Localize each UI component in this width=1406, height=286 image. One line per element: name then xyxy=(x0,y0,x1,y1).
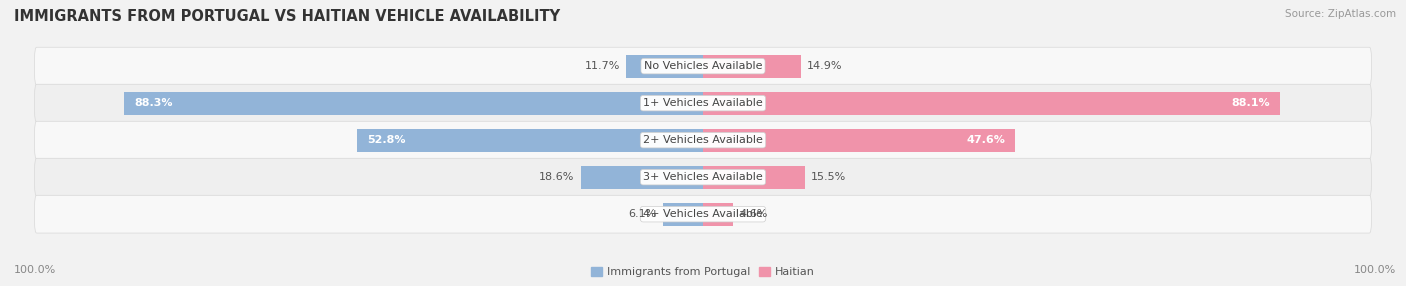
Bar xyxy=(664,203,703,226)
FancyBboxPatch shape xyxy=(35,47,1371,85)
Bar xyxy=(125,92,703,115)
Bar xyxy=(357,129,703,152)
Text: IMMIGRANTS FROM PORTUGAL VS HAITIAN VEHICLE AVAILABILITY: IMMIGRANTS FROM PORTUGAL VS HAITIAN VEHI… xyxy=(14,9,560,23)
Text: 11.7%: 11.7% xyxy=(585,61,620,71)
Bar xyxy=(703,129,1015,152)
Text: 15.5%: 15.5% xyxy=(811,172,846,182)
Text: 52.8%: 52.8% xyxy=(367,135,405,145)
Text: 18.6%: 18.6% xyxy=(540,172,575,182)
Bar xyxy=(703,92,1281,115)
Bar xyxy=(703,166,804,189)
Text: Source: ZipAtlas.com: Source: ZipAtlas.com xyxy=(1285,9,1396,19)
Text: 4.6%: 4.6% xyxy=(740,209,768,219)
Text: 4+ Vehicles Available: 4+ Vehicles Available xyxy=(643,209,763,219)
Text: 88.3%: 88.3% xyxy=(134,98,173,108)
Bar xyxy=(626,55,703,78)
Bar xyxy=(581,166,703,189)
FancyBboxPatch shape xyxy=(35,121,1371,159)
Text: 88.1%: 88.1% xyxy=(1232,98,1271,108)
Bar xyxy=(703,55,800,78)
Text: 47.6%: 47.6% xyxy=(966,135,1005,145)
Text: 100.0%: 100.0% xyxy=(1354,265,1396,275)
Text: 1+ Vehicles Available: 1+ Vehicles Available xyxy=(643,98,763,108)
FancyBboxPatch shape xyxy=(35,158,1371,196)
Legend: Immigrants from Portugal, Haitian: Immigrants from Portugal, Haitian xyxy=(586,263,820,282)
FancyBboxPatch shape xyxy=(35,195,1371,233)
Text: No Vehicles Available: No Vehicles Available xyxy=(644,61,762,71)
FancyBboxPatch shape xyxy=(35,84,1371,122)
Bar xyxy=(703,203,733,226)
Text: 2+ Vehicles Available: 2+ Vehicles Available xyxy=(643,135,763,145)
Text: 3+ Vehicles Available: 3+ Vehicles Available xyxy=(643,172,763,182)
Text: 14.9%: 14.9% xyxy=(807,61,842,71)
Text: 6.1%: 6.1% xyxy=(628,209,657,219)
Text: 100.0%: 100.0% xyxy=(14,265,56,275)
